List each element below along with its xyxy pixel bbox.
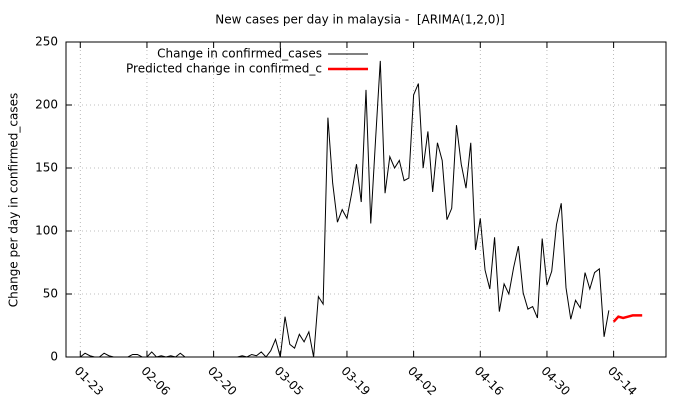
- x-tick-label: 04-30: [538, 364, 573, 399]
- x-tick-label: 04-02: [405, 364, 440, 399]
- x-tick-label: 03-19: [338, 364, 373, 399]
- x-tick-label: 04-16: [472, 364, 507, 399]
- chart-title: New cases per day in malaysia - [ARIMA(1…: [215, 13, 504, 27]
- y-tick-label: 100: [35, 224, 58, 238]
- x-tick-label: 05-14: [605, 364, 640, 399]
- y-axis-label: Change per day in confirmed_cases: [7, 93, 21, 308]
- plot-border: [65, 41, 667, 358]
- legend-label: Change in confirmed_cases: [157, 47, 322, 61]
- y-tick-label: 150: [35, 161, 58, 175]
- y-tick-label: 200: [35, 98, 58, 112]
- x-tick-label: 01-23: [72, 364, 107, 399]
- x-tick-label: 03-05: [272, 364, 307, 399]
- y-tick-label: 0: [50, 350, 58, 364]
- y-tick-label: 250: [35, 35, 58, 49]
- series-line: [79, 60, 610, 358]
- series-line: [612, 314, 643, 323]
- x-tick-label: 02-20: [205, 364, 240, 399]
- y-tick-label: 50: [43, 287, 58, 301]
- x-tick-label: 02-06: [138, 364, 173, 399]
- legend-label: Predicted change in confirmed_c: [126, 62, 322, 76]
